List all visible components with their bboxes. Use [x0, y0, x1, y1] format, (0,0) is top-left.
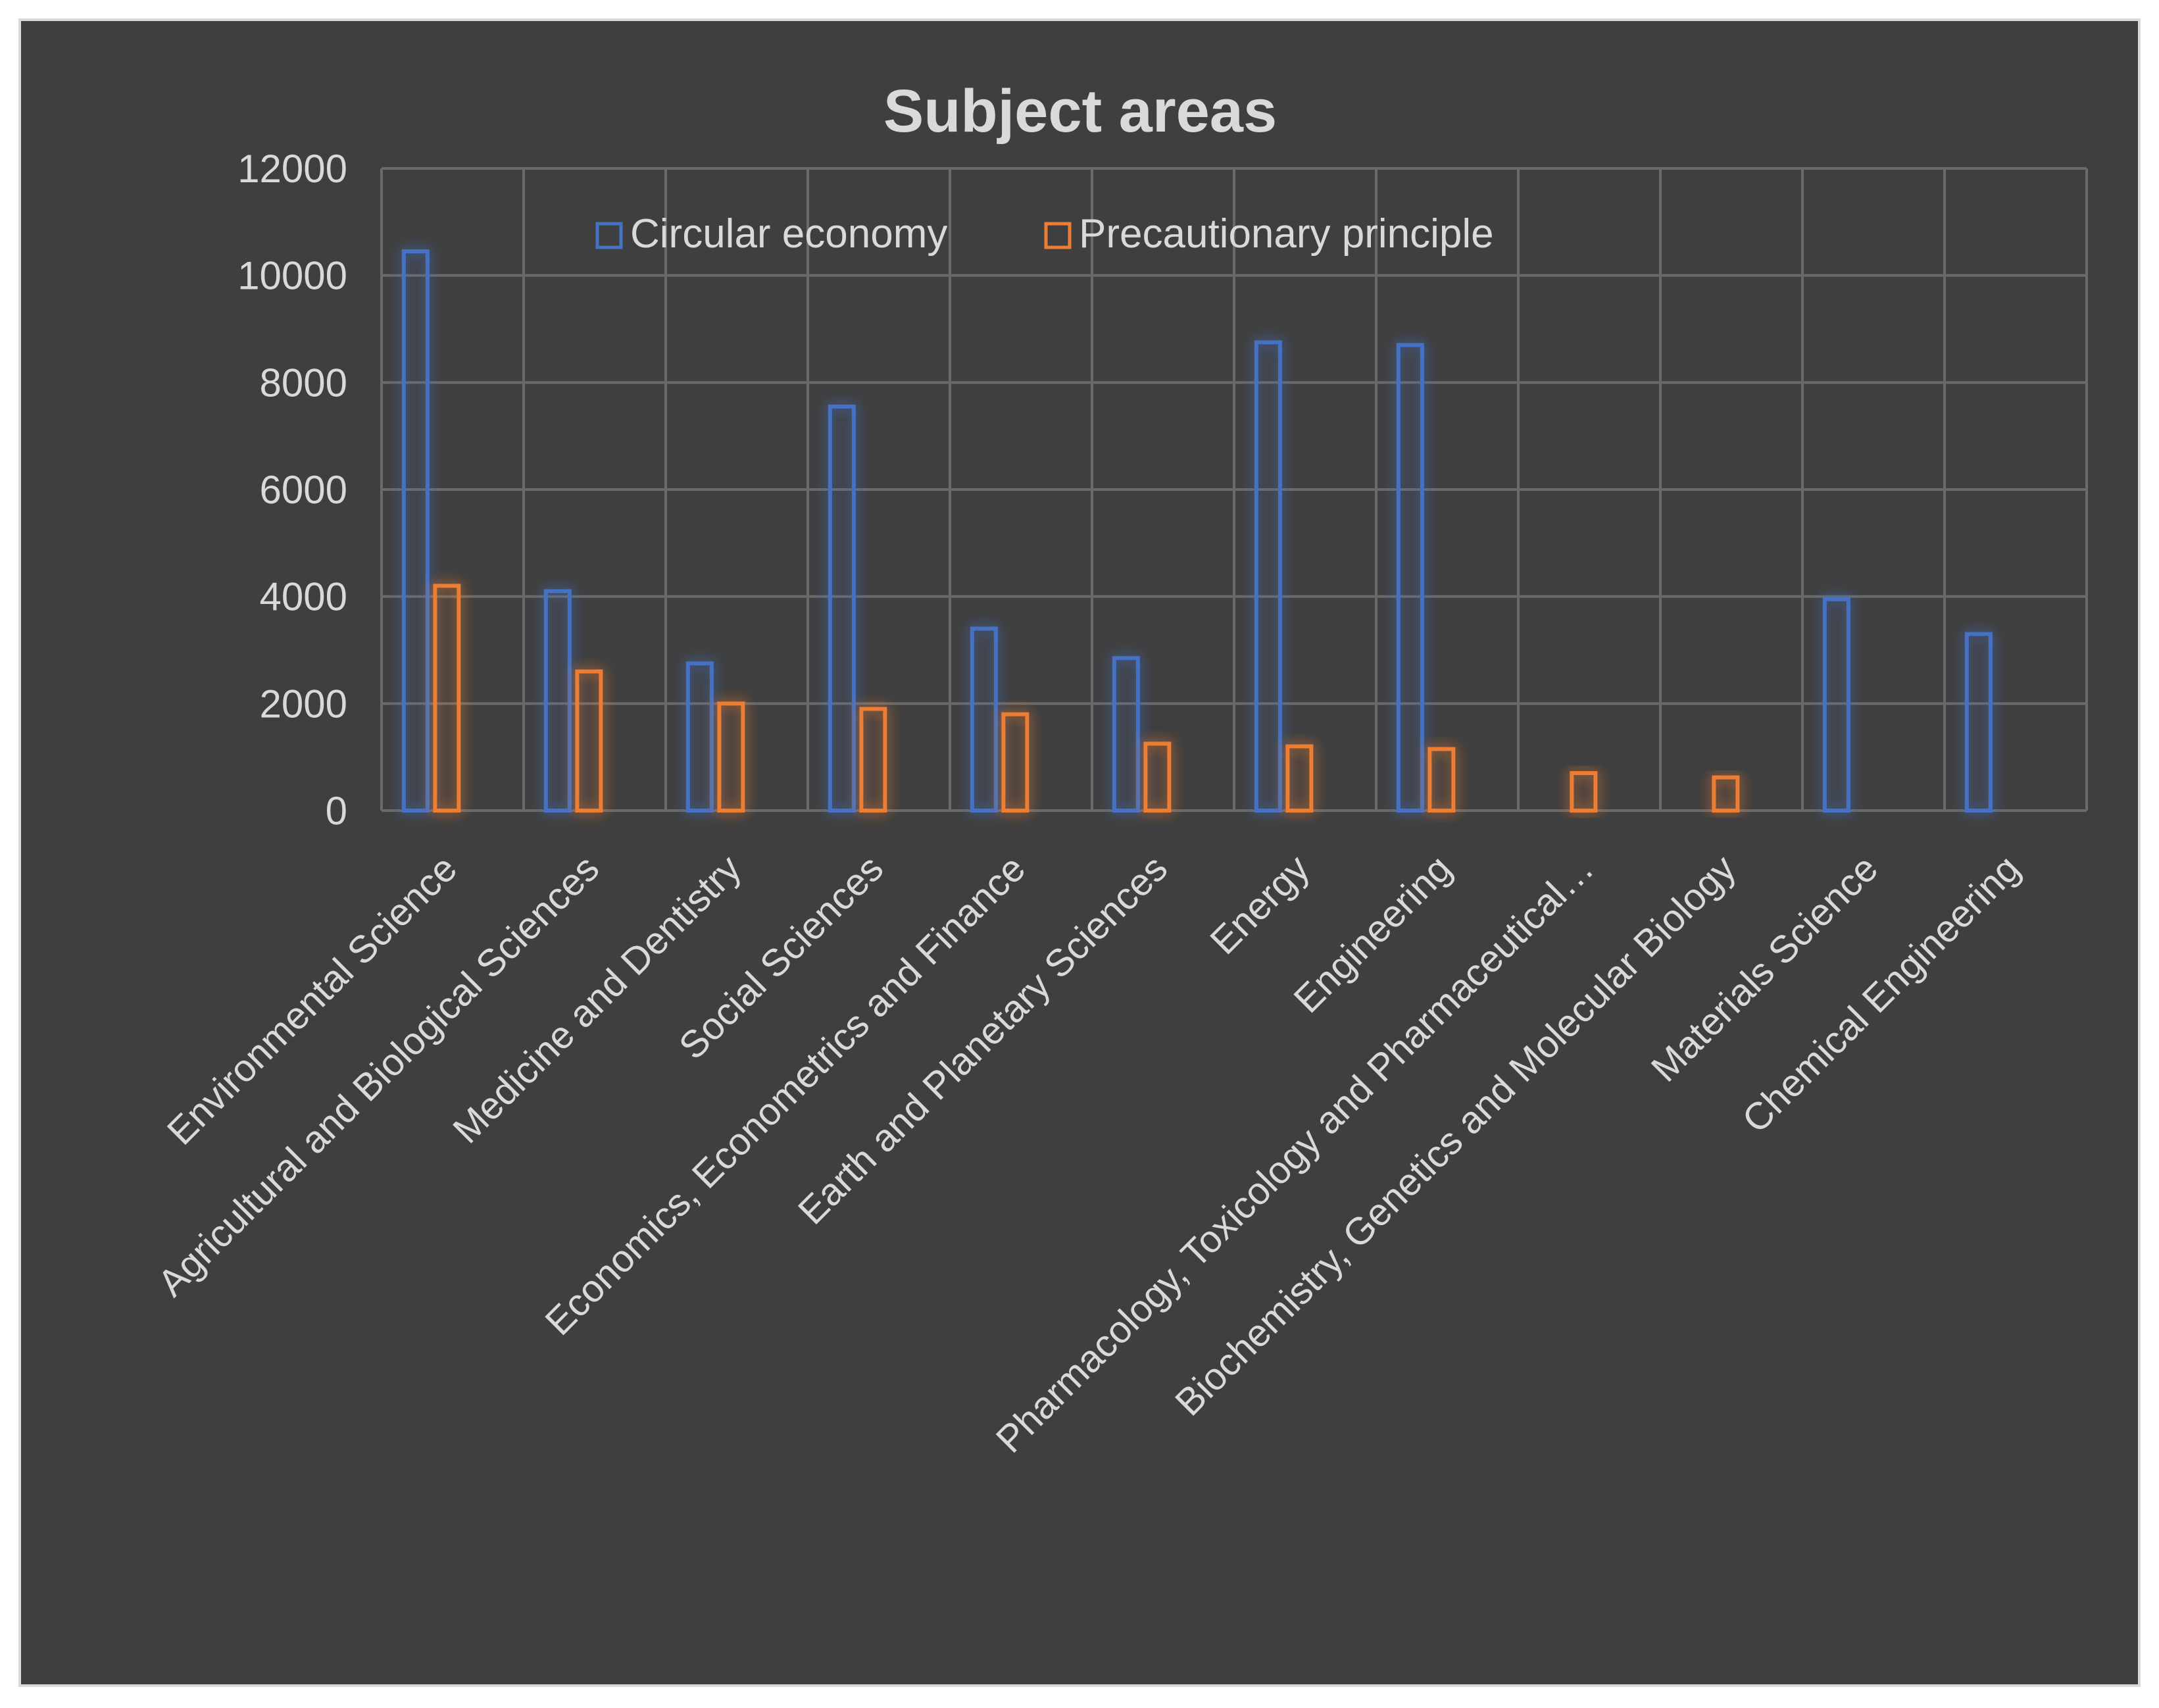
- bar-circular-economy: [1964, 632, 1993, 813]
- y-axis-ticks: 0 2000 4000 6000 8000 10000 12000: [237, 147, 347, 833]
- x-category-label: Medicine and Dentistry: [445, 847, 749, 1151]
- bar-precautionary-principle: [1712, 775, 1740, 813]
- legend-label-precautionary-principle: Precautionary principle: [1079, 211, 1494, 257]
- bar-precautionary-principle: [717, 701, 745, 813]
- bar-precautionary-principle: [1143, 741, 1172, 813]
- x-category-label: Chemical Engineering: [1734, 847, 2028, 1141]
- bar-circular-economy: [543, 589, 572, 813]
- bar-circular-economy: [1112, 656, 1140, 813]
- x-category-label: Energy: [1202, 847, 1318, 963]
- bar-precautionary-principle: [433, 584, 461, 813]
- bar-precautionary-principle: [1427, 747, 1456, 813]
- bar-circular-economy: [828, 404, 856, 813]
- bars: [401, 249, 1993, 813]
- bar-circular-economy: [1254, 340, 1282, 813]
- bar-circular-economy: [685, 661, 714, 813]
- bar-circular-economy: [401, 249, 430, 813]
- legend-label-circular-economy: Circular economy: [630, 211, 947, 257]
- legend-swatch-circular-economy: [595, 222, 623, 249]
- bar-precautionary-principle: [575, 669, 603, 813]
- bar-circular-economy: [1396, 343, 1424, 813]
- bar-circular-economy: [1822, 597, 1850, 813]
- x-category-label: Economics, Econometrics and Finance: [537, 847, 1033, 1344]
- y-tick-label: 4000: [260, 575, 347, 619]
- y-tick-label: 10000: [237, 254, 347, 298]
- chart-frame: Subject areas 0 2000 4000 6000 8000 10000 1200…: [18, 18, 2141, 1687]
- bar-precautionary-principle: [1285, 744, 1314, 813]
- y-tick-label: 2000: [260, 682, 347, 726]
- y-tick-label: 0: [326, 789, 347, 833]
- y-tick-label: 12000: [237, 147, 347, 191]
- y-tick-label: 6000: [260, 468, 347, 512]
- legend: Circular economy Precautionary principle: [595, 211, 1494, 257]
- bar-precautionary-principle: [1001, 712, 1030, 813]
- bar-chart: Subject areas 0 2000 4000 6000 8000 10000 1200…: [150, 78, 2088, 1461]
- bar-precautionary-principle: [859, 707, 887, 813]
- y-tick-label: 8000: [260, 361, 347, 405]
- legend-swatch-precautionary-principle: [1044, 222, 1072, 249]
- bar-precautionary-principle: [1570, 771, 1598, 813]
- x-category-label: Environmental Science: [159, 847, 465, 1153]
- chart-title: Subject areas: [883, 78, 1277, 145]
- bar-circular-economy: [970, 626, 998, 813]
- gridlines: [380, 167, 2088, 812]
